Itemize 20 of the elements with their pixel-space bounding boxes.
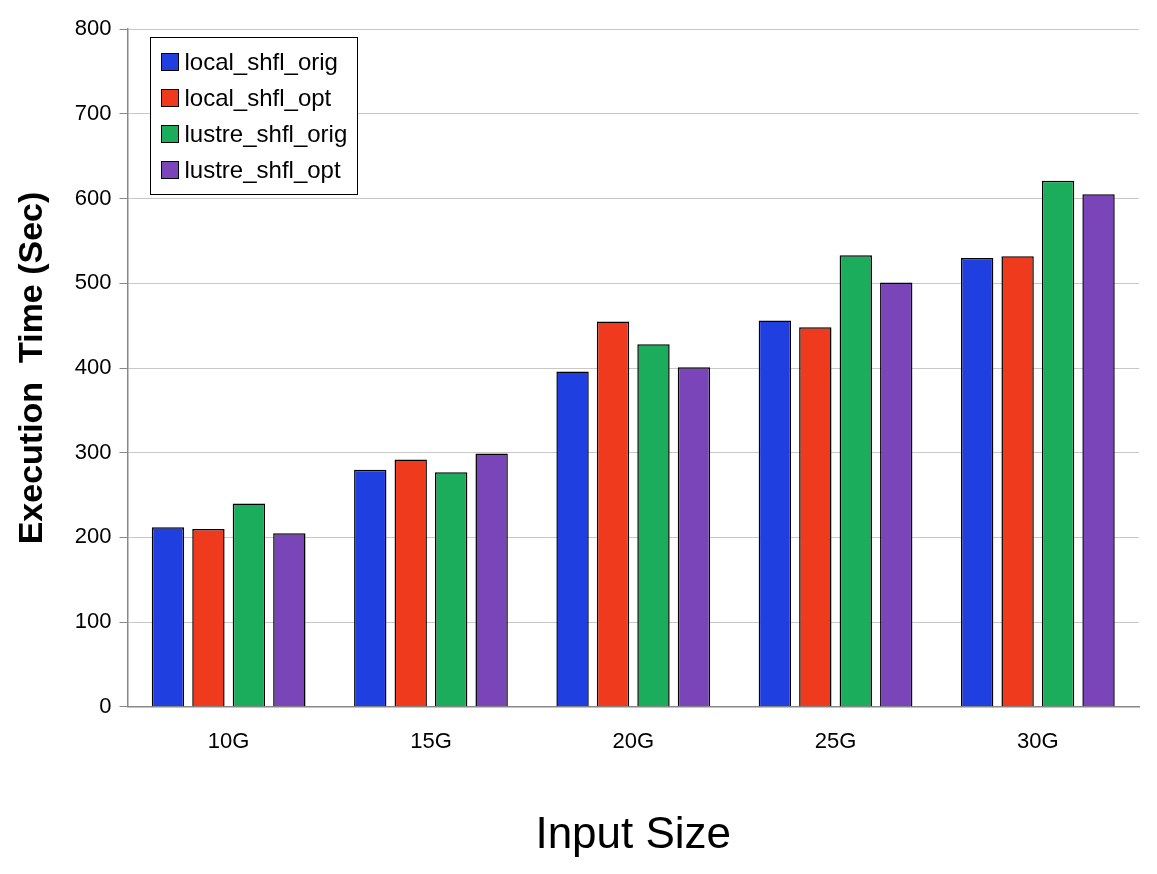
legend-label: local_shfl_orig (184, 47, 338, 78)
legend-label: local_shfl_opt (184, 83, 332, 114)
x-tick-label: 15G (410, 728, 452, 754)
y-tick-label: 0 (99, 692, 112, 718)
x-tick-label: 10G (207, 728, 250, 754)
legend-label: lustre_shfl_orig (184, 119, 348, 150)
y-tick-label: 700 (74, 99, 112, 125)
y-axis-title: Execution Time (Sec) (10, 191, 49, 545)
y-tick-label: 300 (74, 438, 112, 464)
y-tick-label: 400 (74, 354, 112, 380)
x-axis-title: Input Size (535, 807, 732, 857)
x-tick-label: 30G (1017, 728, 1059, 754)
x-tick-label: 25G (814, 728, 857, 754)
y-tick-label: 200 (74, 523, 112, 549)
legend-label: lustre_shfl_opt (184, 155, 341, 186)
y-tick-label: 500 (74, 269, 112, 295)
y-tick-label: 100 (74, 608, 112, 634)
x-tick-label: 20G (612, 728, 655, 754)
y-tick-label: 800 (74, 15, 112, 41)
y-tick-label: 600 (74, 184, 112, 210)
